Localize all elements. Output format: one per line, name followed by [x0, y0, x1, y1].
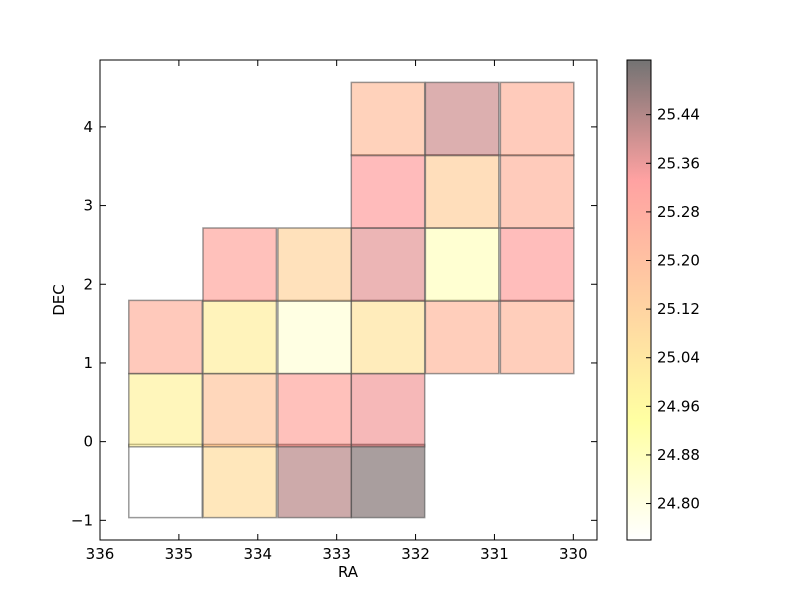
heatmap-cell-7	[350, 372, 426, 448]
heatmap-cell-1	[202, 443, 278, 519]
y-tick-label: 0	[83, 433, 93, 451]
x-tick-label: 335	[165, 545, 194, 563]
heatmap-cell-6	[277, 372, 353, 448]
x-tick-label: 332	[401, 545, 430, 563]
x-tick-label: 330	[559, 545, 588, 563]
heatmap-cell-14	[202, 227, 278, 302]
x-tick-label: 334	[243, 545, 272, 563]
heatmap-cell-2	[277, 443, 353, 519]
plot-frame	[99, 59, 598, 541]
heatmap-cell-21	[499, 154, 575, 229]
heatmap-cell-15	[277, 227, 353, 302]
heatmap-cell-11	[350, 299, 426, 375]
y-tick-label: 2	[83, 275, 93, 293]
heatmap-cell-16	[350, 227, 426, 302]
heatmap-cell-8	[128, 299, 203, 375]
x-axis-label: RA	[338, 563, 359, 581]
colorbar-tick-label: 25.12	[657, 300, 700, 318]
heatmap-cell-9	[202, 299, 278, 375]
colorbar-tick-label: 24.88	[657, 446, 700, 464]
y-tick-label: 3	[83, 197, 93, 215]
heatmap-cell-13	[499, 299, 575, 375]
cells-layer	[128, 81, 575, 519]
y-tick-label: 4	[83, 118, 93, 136]
heatmap-cell-4	[128, 372, 203, 448]
y-tick-label: −1	[71, 511, 93, 529]
heatmap-cell-12	[424, 299, 500, 375]
heatmap-cell-17	[424, 227, 500, 302]
heatmap-cell-23	[424, 81, 500, 157]
colorbar	[626, 59, 652, 541]
x-tick-label: 336	[86, 545, 115, 563]
y-tick-label: 1	[83, 354, 93, 372]
colorbar-tick-label: 25.04	[657, 349, 700, 367]
heatmap-cell-10	[277, 299, 353, 375]
colorbar-tick-label: 25.28	[657, 203, 700, 221]
heatmap-cell-19	[350, 154, 426, 229]
colorbar-ticks: 24.80 24.88 24.96 25.04 25.12 25.20 25.28 25.36…	[646, 106, 700, 513]
heatmap-cell-22	[350, 81, 426, 157]
colorbar-tick-label: 24.80	[657, 495, 700, 513]
heatmap-cell-18	[499, 227, 575, 302]
y-axis-label: DEC	[50, 284, 68, 316]
colorbar-tick-label: 24.96	[657, 397, 700, 415]
heatmap-cell-5	[202, 372, 278, 448]
heatmap-cell-0	[128, 443, 203, 519]
x-tick-label: 331	[480, 545, 509, 563]
colorbar-tick-label: 25.36	[657, 154, 700, 172]
x-axis: 336 335 334 333 332 331 330	[86, 60, 588, 563]
heatmap-cell-24	[499, 81, 575, 157]
heatmap-cell-3	[350, 443, 426, 519]
colorbar-tick-label: 25.20	[657, 252, 700, 270]
colorbar-tick-label: 25.44	[657, 106, 700, 124]
y-axis: −1 0 1 2 3 4	[71, 118, 597, 529]
heatmap-cell-20	[424, 154, 500, 229]
x-tick-label: 333	[322, 545, 351, 563]
